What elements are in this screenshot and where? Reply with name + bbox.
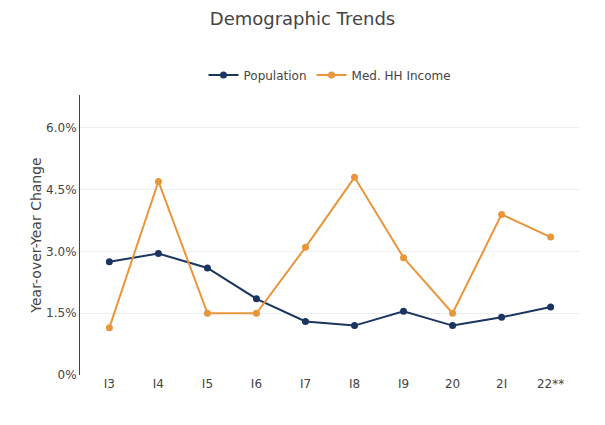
svg-text:1.5%: 1.5% xyxy=(46,306,77,320)
svg-text:Population: Population xyxy=(244,69,307,83)
svg-text:3.0%: 3.0% xyxy=(46,245,77,259)
svg-text:Med. HH Income: Med. HH Income xyxy=(352,69,451,83)
svg-text:0%: 0% xyxy=(58,368,77,382)
svg-text:I5: I5 xyxy=(202,377,213,391)
svg-text:I8: I8 xyxy=(349,377,360,391)
svg-text:22**: 22** xyxy=(537,377,564,391)
svg-text:2I: 2I xyxy=(496,377,507,391)
svg-text:I7: I7 xyxy=(300,377,311,391)
svg-text:Year-over-Year Change: Year-over-Year Change xyxy=(28,157,44,313)
svg-text:I6: I6 xyxy=(251,377,262,391)
svg-text:I9: I9 xyxy=(398,377,409,391)
svg-text:4.5%: 4.5% xyxy=(46,183,77,197)
svg-text:I4: I4 xyxy=(153,377,164,391)
svg-text:6.0%: 6.0% xyxy=(46,121,77,135)
svg-text:Demographic Trends: Demographic Trends xyxy=(210,8,395,29)
svg-text:I3: I3 xyxy=(104,377,115,391)
svg-text:20: 20 xyxy=(445,377,460,391)
